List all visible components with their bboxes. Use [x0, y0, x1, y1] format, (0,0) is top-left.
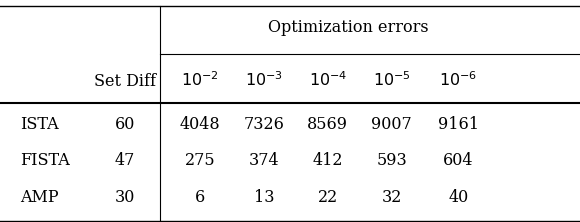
Text: 9007: 9007	[371, 116, 412, 133]
Text: $10^{-6}$: $10^{-6}$	[439, 72, 477, 90]
Text: 47: 47	[114, 153, 135, 169]
Text: 593: 593	[376, 153, 407, 169]
Text: FISTA: FISTA	[20, 153, 70, 169]
Text: 9161: 9161	[438, 116, 478, 133]
Text: 30: 30	[114, 189, 135, 206]
Text: 275: 275	[185, 153, 215, 169]
Text: $10^{-2}$: $10^{-2}$	[181, 72, 219, 90]
Text: Set Diff: Set Diff	[94, 73, 155, 89]
Text: 604: 604	[443, 153, 473, 169]
Text: 4048: 4048	[180, 116, 220, 133]
Text: $10^{-3}$: $10^{-3}$	[245, 72, 283, 90]
Text: 13: 13	[253, 189, 274, 206]
Text: $10^{-4}$: $10^{-4}$	[309, 72, 347, 90]
Text: 40: 40	[448, 189, 468, 206]
Text: 22: 22	[318, 189, 338, 206]
Text: 412: 412	[313, 153, 343, 169]
Text: 374: 374	[249, 153, 279, 169]
Text: 32: 32	[381, 189, 402, 206]
Text: Optimization errors: Optimization errors	[268, 19, 428, 36]
Text: 6: 6	[195, 189, 205, 206]
Text: 8569: 8569	[307, 116, 348, 133]
Text: $10^{-5}$: $10^{-5}$	[372, 72, 411, 90]
Text: 60: 60	[114, 116, 135, 133]
Text: ISTA: ISTA	[20, 116, 59, 133]
Text: 7326: 7326	[244, 116, 284, 133]
Text: AMP: AMP	[20, 189, 59, 206]
